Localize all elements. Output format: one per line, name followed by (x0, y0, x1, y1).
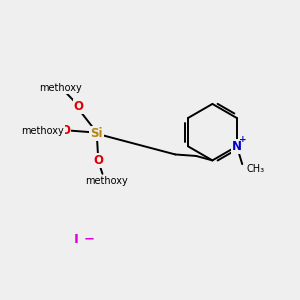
Text: CH₃: CH₃ (247, 164, 265, 175)
Text: −: − (83, 233, 94, 246)
Text: N: N (232, 140, 242, 153)
Text: O: O (60, 124, 70, 137)
Text: O: O (74, 100, 84, 113)
Text: methoxy: methoxy (85, 176, 128, 186)
Text: O: O (93, 154, 103, 167)
Text: +: + (239, 135, 246, 144)
Text: I: I (73, 233, 78, 246)
Text: methoxy: methoxy (22, 126, 64, 136)
Text: methoxy: methoxy (40, 83, 82, 93)
Text: Si: Si (90, 127, 103, 140)
